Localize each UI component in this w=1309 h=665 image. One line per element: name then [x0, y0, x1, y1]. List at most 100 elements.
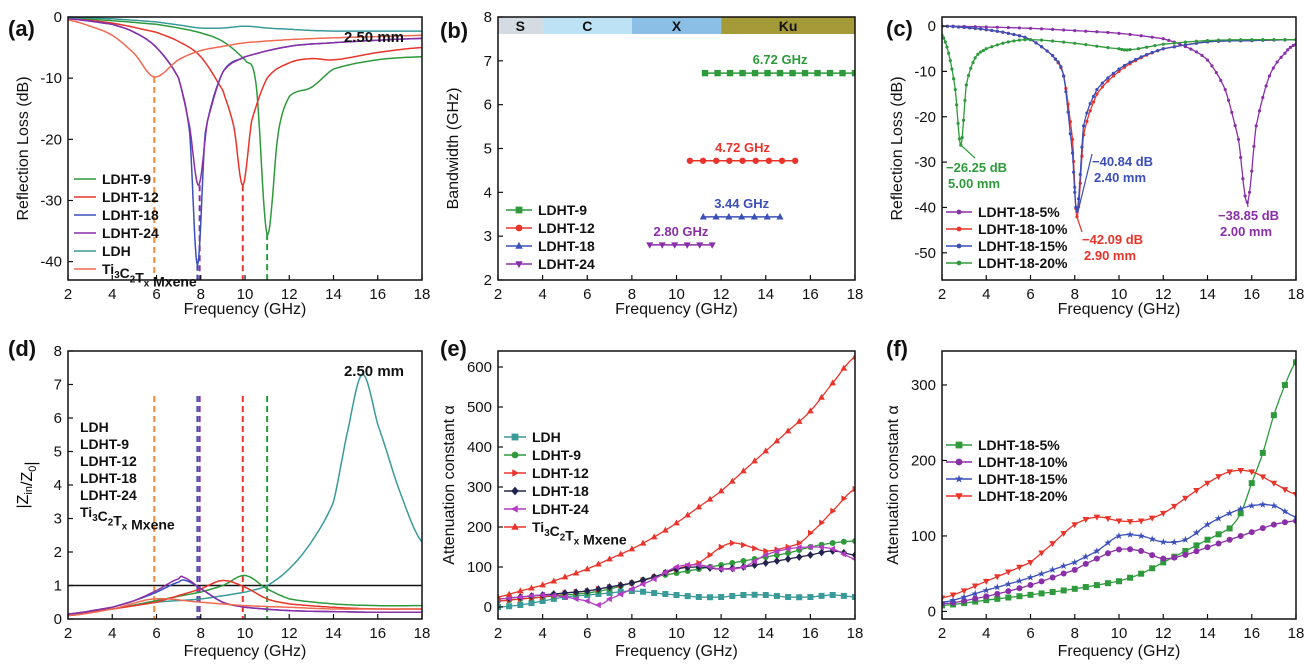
data-point	[1104, 516, 1112, 523]
data-point	[765, 157, 773, 164]
data-point	[628, 585, 635, 593]
data-point	[1023, 38, 1027, 42]
data-point	[1172, 41, 1176, 45]
data-point	[1250, 169, 1254, 173]
data-point	[1149, 552, 1156, 559]
data-point	[952, 77, 956, 81]
data-point	[960, 593, 968, 601]
data-point	[1264, 84, 1268, 88]
data-point	[750, 557, 757, 565]
data-point	[1239, 155, 1243, 160]
data-point	[512, 469, 520, 477]
y-tick-label: 2	[484, 272, 492, 289]
data-point	[707, 551, 714, 559]
data-point	[995, 25, 999, 29]
data-point	[1038, 578, 1045, 585]
x-tick-label: 16	[1243, 286, 1260, 303]
data-point	[1193, 488, 1200, 495]
data-point	[1128, 32, 1132, 37]
legend-label: LDHT-9	[102, 171, 151, 187]
y-tick-label: 3	[484, 228, 492, 245]
data-point	[1039, 38, 1044, 42]
data-point	[763, 213, 771, 220]
chart-panel: 2 4 6 8 10 12 14 16 18 0 -10 -20 -30 -40 Frequency (GH…	[8, 9, 430, 318]
legend-label: LDHT-18-15%	[978, 238, 1068, 254]
data-point	[726, 157, 733, 164]
band-label: S	[516, 18, 525, 34]
data-point	[640, 588, 647, 595]
data-point	[852, 594, 855, 600]
data-point	[1106, 30, 1110, 35]
data-point	[1216, 38, 1221, 42]
data-point	[784, 555, 792, 563]
data-point	[1183, 40, 1187, 44]
data-point	[1215, 540, 1222, 547]
x-tick-label: 12	[713, 286, 730, 303]
data-point	[1100, 81, 1105, 85]
data-point	[981, 48, 986, 53]
data-point	[1205, 38, 1210, 43]
data-point	[595, 560, 602, 567]
data-point	[1136, 47, 1140, 51]
data-point	[776, 69, 784, 77]
x-tick-label: 18	[847, 286, 864, 303]
y-tick-label: -20	[914, 109, 936, 126]
data-point	[950, 67, 954, 71]
x-tick-label: 6	[583, 286, 591, 303]
data-point	[955, 441, 963, 449]
y-tick-label: 0	[928, 18, 936, 35]
data-point	[718, 594, 725, 600]
data-point	[948, 59, 952, 63]
x-tick-label: 16	[1243, 625, 1260, 642]
data-point	[1248, 469, 1256, 476]
data-point	[511, 486, 519, 496]
data-point	[1093, 547, 1101, 555]
data-point	[806, 543, 813, 551]
legend-label: LDH	[102, 243, 131, 259]
data-point	[617, 590, 624, 598]
data-point	[956, 121, 960, 125]
data-point	[955, 103, 959, 107]
data-point	[789, 69, 796, 77]
data-point	[1159, 538, 1167, 546]
data-point	[1281, 507, 1289, 515]
data-point	[605, 595, 612, 603]
data-point	[628, 579, 636, 587]
data-point	[1053, 57, 1057, 61]
data-point	[1171, 503, 1178, 510]
data-point	[1062, 40, 1066, 44]
data-point	[639, 539, 647, 546]
data-point	[1115, 532, 1123, 540]
y-axis-label-group: |Zin/Z0|	[15, 462, 40, 509]
y-tick-label: 8	[54, 343, 62, 360]
x-tick-label: 4	[538, 625, 546, 642]
data-point	[539, 581, 546, 588]
legend-label: LDHT-24	[538, 256, 595, 272]
data-point	[1074, 205, 1078, 209]
data-point	[1045, 49, 1049, 53]
data-point	[672, 563, 679, 571]
data-point	[1093, 514, 1101, 521]
data-point	[1215, 474, 1222, 481]
data-point	[673, 592, 680, 598]
plot-area	[942, 24, 1296, 219]
data-point	[1073, 190, 1077, 194]
data-point	[739, 563, 746, 571]
data-point	[658, 242, 666, 249]
legend-label: LDHT-12	[102, 189, 159, 205]
legend-label: LDHT-24	[102, 225, 159, 241]
data-point	[1016, 593, 1023, 600]
data-point	[510, 505, 518, 513]
data-point	[595, 585, 602, 594]
data-point	[1225, 509, 1234, 517]
panel-label: (f)	[886, 336, 908, 361]
legend-label: Ti3C2Tx Mxene	[80, 504, 175, 533]
data-point	[1038, 590, 1045, 597]
data-point	[1270, 412, 1277, 419]
data-point	[796, 594, 803, 601]
data-point	[1005, 588, 1012, 595]
legend-label: Ti3C2Tx Mxene	[532, 519, 627, 548]
data-point	[708, 242, 716, 249]
data-point	[1120, 47, 1124, 52]
